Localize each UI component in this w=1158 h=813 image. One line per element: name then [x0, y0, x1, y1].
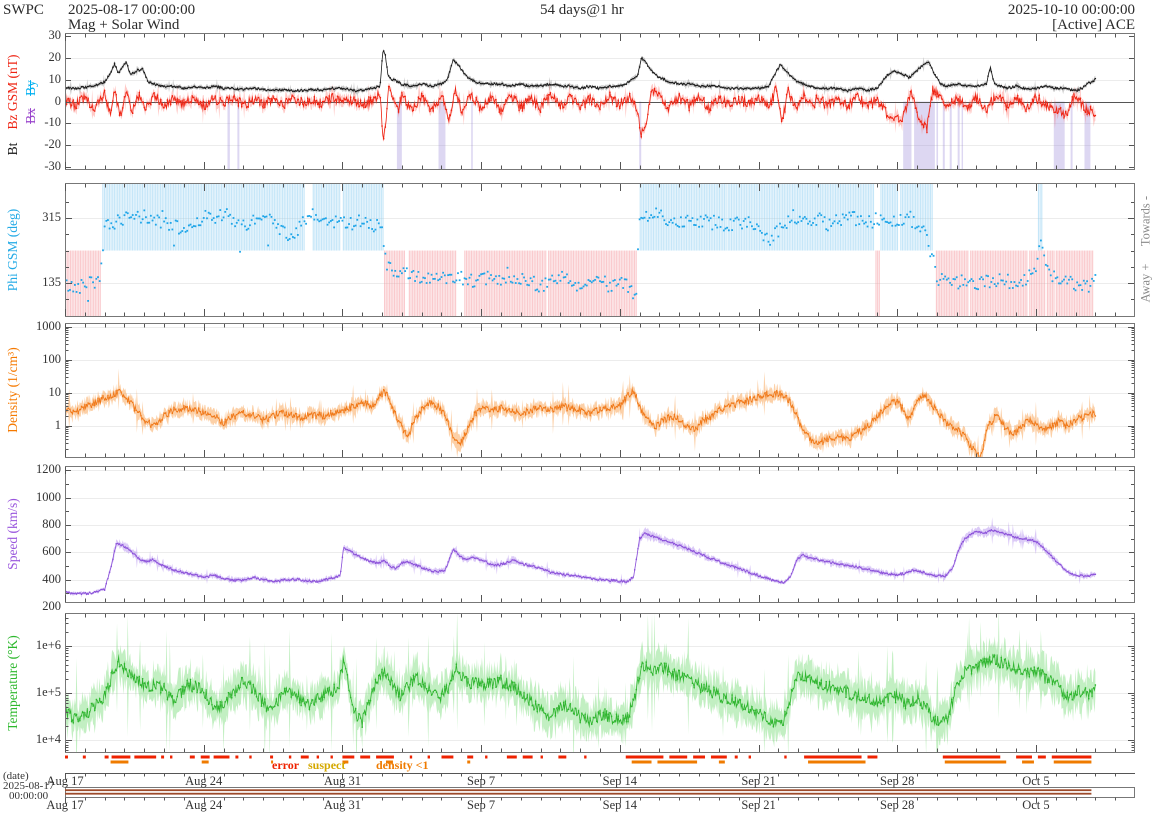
axis-label-away: Away + — [1138, 263, 1153, 303]
quality-flag-strip — [65, 753, 1135, 780]
x-date-label: Aug 17 — [46, 798, 84, 812]
y-tick-label: 100 — [42, 351, 61, 366]
x-date-label: Aug 24 — [185, 774, 223, 788]
x-date-label: Aug 17 — [46, 774, 84, 788]
x-date-label: Sep 7 — [467, 774, 496, 788]
availability-bar-strip — [65, 787, 1135, 804]
legend-error: error — [272, 758, 300, 772]
y-tick-label: 800 — [42, 517, 61, 531]
y-tick-label: 315 — [42, 210, 61, 225]
x-date-label: Aug 31 — [323, 798, 361, 812]
speed-panel — [65, 466, 1135, 603]
y-tick-label: -10 — [44, 115, 61, 130]
density-panel — [65, 323, 1135, 458]
date-caption: (date) — [3, 770, 29, 782]
y-tick-label: 0 — [54, 93, 61, 108]
y-tick-label: 200 — [42, 598, 61, 613]
duration-label: 54 days@1 hr — [540, 2, 624, 18]
x-date-label: Sep 14 — [602, 798, 637, 812]
y-tick-label: 400 — [42, 571, 61, 586]
x-date-label: Sep 14 — [602, 774, 637, 788]
footer-start-date: 2025-08-17 — [3, 780, 55, 792]
y-tick-label: 30 — [48, 27, 62, 42]
x-date-label: Aug 31 — [323, 774, 361, 788]
x-date-label: Sep 28 — [880, 798, 915, 812]
y-tick-label: 1200 — [36, 462, 61, 477]
y-tick-label: 1e+6 — [35, 637, 61, 652]
y-tick-label: 10 — [48, 71, 62, 86]
legend-suspect: suspect — [308, 758, 346, 772]
y-tick-label: 600 — [42, 544, 61, 559]
y-tick-label: 1000 — [36, 318, 61, 333]
axis-label-towards: Towards - — [1138, 195, 1153, 247]
x-date-label: Sep 7 — [467, 798, 496, 812]
x-date-label: Aug 24 — [185, 798, 223, 812]
y-tick-label: 10 — [48, 384, 62, 399]
y-tick-label: 1 — [54, 417, 61, 432]
y-tick-label: 135 — [42, 275, 61, 290]
start-datetime: 2025-08-17 00:00:00 — [68, 2, 196, 18]
x-date-label: Sep 21 — [741, 798, 776, 812]
temperature-panel — [65, 613, 1135, 753]
app-logo: SWPC — [3, 2, 44, 18]
x-date-label: Sep 21 — [741, 774, 776, 788]
x-date-label: Oct 5 — [1022, 774, 1050, 788]
y-tick-label: 1e+4 — [35, 732, 61, 747]
y-tick-label: 20 — [48, 49, 62, 64]
plot-title: Mag + Solar Wind — [68, 17, 180, 33]
y-tick-label: -30 — [44, 159, 61, 174]
y-tick-label: 1e+5 — [35, 684, 61, 699]
legend-density-lt1: density <1 — [376, 758, 429, 772]
mag-field-panel — [65, 33, 1135, 170]
y-tick-label: -20 — [44, 137, 61, 152]
x-date-label: Oct 5 — [1022, 798, 1050, 812]
phi-gsm-panel — [65, 183, 1135, 317]
y-tick-label: 1000 — [36, 489, 61, 504]
footer-start-time: 00:00:00 — [9, 790, 49, 802]
end-datetime: 2025-10-10 00:00:00 — [1007, 2, 1135, 18]
x-date-label: Sep 28 — [880, 774, 915, 788]
source-status: [Active] ACE — [1052, 17, 1135, 33]
